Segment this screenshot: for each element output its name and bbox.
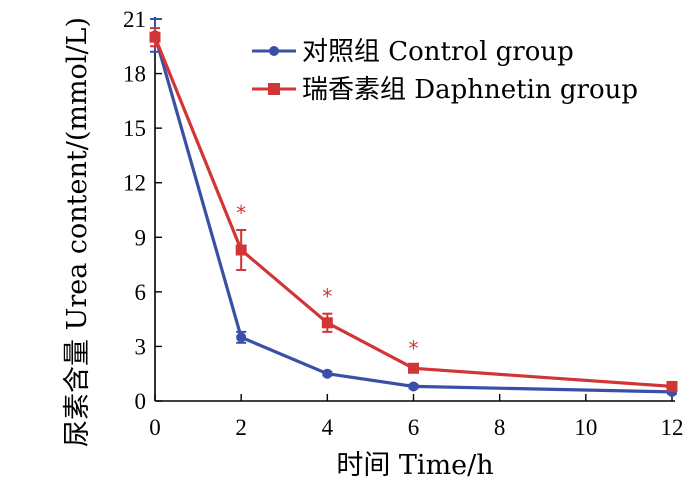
series-layer bbox=[149, 18, 678, 397]
x-tick-label: 12 bbox=[661, 415, 684, 440]
legend-control-label: 对照组 Control group bbox=[302, 37, 574, 67]
x-tick-label: 8 bbox=[494, 415, 506, 440]
data-point-control bbox=[236, 332, 247, 343]
data-point-control bbox=[408, 381, 419, 392]
y-tick-label: 12 bbox=[123, 171, 146, 196]
data-point-daphnetin bbox=[321, 317, 333, 329]
legend-control-marker bbox=[269, 46, 279, 56]
significance-markers: * * * bbox=[236, 201, 418, 361]
series-daphnetin bbox=[149, 27, 678, 392]
significance-star: * bbox=[322, 285, 332, 309]
x-tick-label: 6 bbox=[408, 415, 420, 440]
x-axis-title: 时间 Time/h bbox=[336, 450, 493, 481]
y-tick-label: 3 bbox=[135, 334, 147, 359]
data-point-daphnetin bbox=[149, 31, 161, 43]
legend: 对照组 Control group 瑞香素组 Daphnetin group bbox=[252, 37, 638, 105]
y-tick-label: 6 bbox=[135, 280, 147, 305]
x-ticks: 0 2 4 6 8 10 12 bbox=[149, 394, 684, 440]
data-point-daphnetin bbox=[235, 244, 247, 256]
legend-item-control: 对照组 Control group bbox=[252, 37, 574, 67]
y-axis-title: 尿素含量 Urea content/(mmol/L) bbox=[62, 17, 93, 447]
legend-item-daphnetin: 瑞香素组 Daphnetin group bbox=[252, 75, 638, 105]
significance-star: * bbox=[236, 201, 246, 225]
data-point-daphnetin bbox=[408, 362, 419, 374]
significance-star: * bbox=[409, 337, 419, 361]
y-tick-label: 9 bbox=[135, 225, 147, 250]
legend-daphnetin-label: 瑞香素组 Daphnetin group bbox=[302, 75, 638, 105]
data-point-control bbox=[322, 368, 333, 379]
legend-daphnetin-marker bbox=[268, 83, 280, 95]
data-point-daphnetin bbox=[666, 380, 678, 392]
x-tick-label: 0 bbox=[149, 415, 161, 440]
y-tick-label: 0 bbox=[135, 389, 147, 414]
y-tick-label: 21 bbox=[123, 7, 146, 32]
y-ticks: 0 3 6 9 12 15 18 21 bbox=[123, 7, 162, 414]
y-tick-label: 15 bbox=[123, 116, 146, 141]
x-tick-label: 4 bbox=[322, 415, 334, 440]
y-tick-label: 18 bbox=[123, 62, 146, 87]
x-tick-label: 2 bbox=[235, 415, 247, 440]
x-tick-label: 10 bbox=[574, 415, 597, 440]
